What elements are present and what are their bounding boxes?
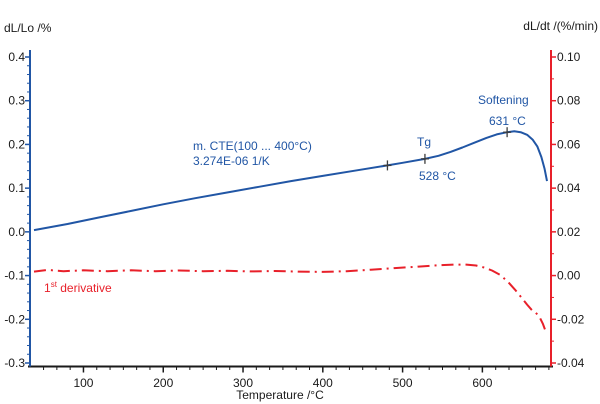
x-tick-label: 100 xyxy=(73,376,93,390)
right-axis-tick-label: -0.04 xyxy=(557,356,585,370)
dl-curve xyxy=(33,130,548,232)
x-tick-label: 600 xyxy=(472,376,492,390)
x-tick-label: 400 xyxy=(313,376,333,390)
derivative-label-prefix: 1 xyxy=(44,281,51,295)
cte-annotation-line1: m. CTE(100 ... 400°C) xyxy=(193,139,312,153)
cte-annotation-line2: 3.274E-06 1/K xyxy=(193,154,270,168)
left-axis-tick-label: 0.3 xyxy=(8,94,25,108)
right-axis-tick-label: 0.08 xyxy=(557,94,581,108)
right-axis-tick-label: 0.10 xyxy=(557,50,581,64)
x-tick-label: 300 xyxy=(233,376,253,390)
cte-annotation: m. CTE(100 ... 400°C) 3.274E-06 1/K xyxy=(193,139,312,169)
x-tick-label: 500 xyxy=(393,376,413,390)
derivative-label-rest: derivative xyxy=(56,281,112,295)
right-axis-tick-label: 0.02 xyxy=(557,225,581,239)
left-axis-title: dL/Lo /% xyxy=(4,21,52,35)
right-axis-title: dL/dt /(%/min) xyxy=(523,19,598,33)
right-axis-tick-label: 0.06 xyxy=(557,137,581,151)
tg-label: Tg xyxy=(417,135,432,149)
x-tick-label: 200 xyxy=(153,376,173,390)
softening-value: 631 °C xyxy=(489,114,526,128)
left-axis-tick-label: 0.2 xyxy=(8,137,25,151)
softening-label: Softening xyxy=(478,93,529,107)
derivative-label-sup: st xyxy=(50,280,57,289)
left-axis-tick-label: -0.1 xyxy=(4,269,25,283)
right-axis-tick-label: -0.02 xyxy=(557,312,585,326)
left-axis-tick-label: 0.1 xyxy=(8,181,25,195)
right-axis-tick-label: 0.00 xyxy=(557,269,581,283)
derivative-curve xyxy=(33,263,547,332)
left-axis-tick-label: 0.0 xyxy=(8,225,25,239)
left-axis-tick-label: 0.4 xyxy=(8,50,25,64)
left-axis-tick-label: -0.3 xyxy=(4,356,25,370)
x-axis-title: Temperature /°C xyxy=(236,388,324,402)
right-axis-tick-label: 0.04 xyxy=(557,181,581,195)
derivative-label: 1st derivative xyxy=(44,281,112,296)
left-axis-tick-label: -0.2 xyxy=(4,312,25,326)
tg-value: 528 °C xyxy=(419,169,456,183)
